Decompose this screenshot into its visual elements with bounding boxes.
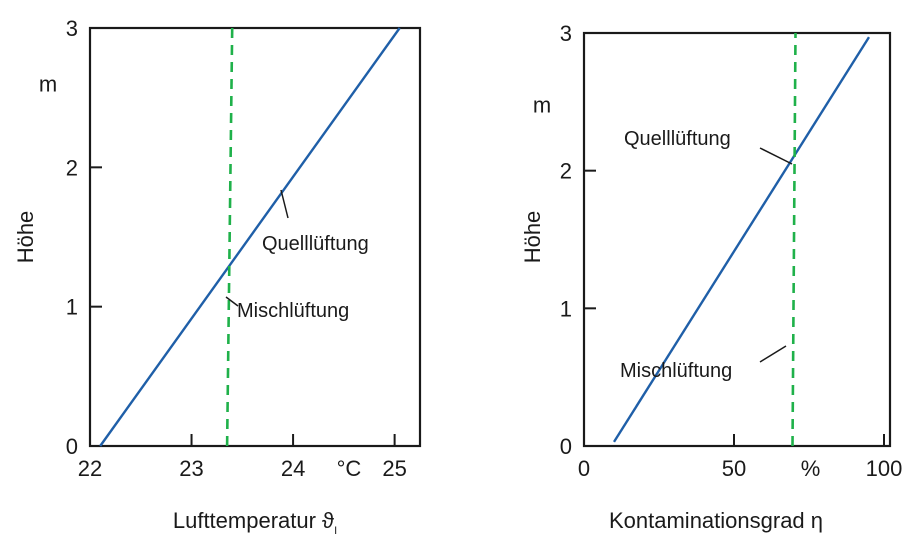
chart1-annotation-label: Mischlüftung (237, 300, 349, 322)
chart2-annotation-leader (759, 147, 793, 165)
chart2-y-tick-label: 0 (560, 434, 572, 459)
chart1-mischlueftung-line (225, 27, 234, 447)
chart2-mischlueftung-line (791, 32, 797, 447)
chart2-x-unit-label: % (801, 456, 821, 481)
chart1-y-tick-label: 2 (66, 155, 78, 180)
chart1-y-axis-title: Höhe (13, 211, 38, 264)
chart1-annotation-label: Quelllüftung (262, 233, 369, 255)
chart2-y-tick-label: 1 (560, 296, 572, 321)
chart2-annotation-leader (759, 345, 787, 363)
chart1-annotation-leader (225, 296, 239, 307)
chart2-x-tick-label: 0 (578, 456, 590, 481)
chart1-y-unit-label: m (39, 72, 57, 97)
chart2-x-tick-label: 50 (722, 456, 746, 481)
chart1-x-axis-title-subscript: I (334, 525, 337, 537)
chart1-x-tick-label: 23 (179, 456, 203, 481)
chart2-annotation-label: Mischlüftung (620, 360, 732, 382)
chart2-y-tick-label: 3 (560, 21, 572, 46)
chart1-y-tick-label: 1 (66, 295, 78, 320)
chart1-x-tick-label: 25 (382, 456, 406, 481)
chart1-x-tick-label: 22 (78, 456, 102, 481)
chart2-x-axis-title: Kontaminationsgrad η (609, 508, 823, 533)
chart2-x-tick-label: 100 (866, 456, 903, 481)
chart1-plot-frame (88, 26, 422, 448)
chart1-x-axis-title: Lufttemperatur ϑI (173, 508, 337, 537)
chart1-y-tick-label: 3 (66, 16, 78, 41)
chart1-quelllueftung-line (99, 27, 401, 447)
chart1-annotation-leader (280, 189, 289, 219)
chart2-y-tick-label: 2 (560, 159, 572, 184)
chart2-quelllueftung-line (612, 36, 871, 443)
chart1-y-tick-label: 0 (66, 434, 78, 459)
chart2-plot-frame (582, 31, 892, 448)
chart1-x-unit-label: °C (337, 456, 362, 481)
chart1-x-tick-label: 24 (281, 456, 305, 481)
chart2-y-unit-label: m (533, 93, 551, 118)
chart2-y-axis-title: Höhe (520, 211, 545, 264)
chart2-annotation-label: Quelllüftung (624, 128, 731, 150)
